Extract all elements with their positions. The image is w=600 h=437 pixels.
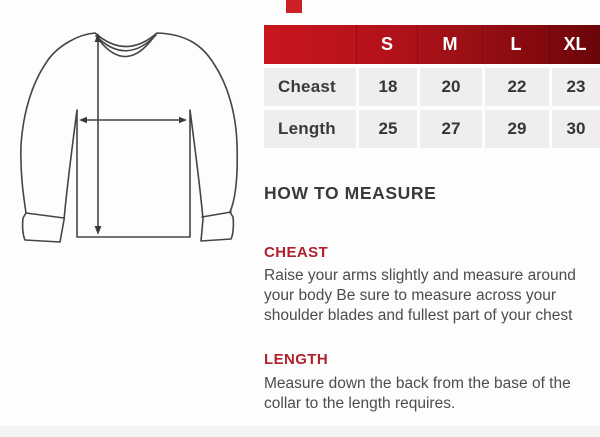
how-to-measure-title: HOW TO MEASURE bbox=[264, 183, 437, 203]
length-section-body: Measure down the back from the base of t… bbox=[264, 375, 571, 412]
cheast-value-s: 18 bbox=[356, 68, 417, 106]
top-red-tab bbox=[286, 0, 302, 13]
cheast-value-xl: 23 bbox=[549, 68, 600, 106]
chest-arrowhead-right bbox=[179, 116, 187, 124]
size-column-m: M bbox=[417, 25, 482, 64]
shirt-body-outline bbox=[20, 32, 239, 243]
left-cuff-line bbox=[25, 212, 65, 219]
size-column-l: L bbox=[482, 25, 549, 64]
collar-band-arc-inner bbox=[98, 37, 154, 58]
cheast-section-body: Raise your arms slightly and measure aro… bbox=[264, 267, 576, 324]
table-row-cheast: Cheast 18 20 22 23 bbox=[264, 68, 600, 106]
shirt-outline-drawing bbox=[20, 32, 239, 243]
length-value-l: 29 bbox=[482, 110, 549, 148]
cheast-value-m: 20 bbox=[417, 68, 482, 106]
right-cuff-line bbox=[201, 211, 232, 218]
length-arrowhead-top bbox=[94, 33, 102, 42]
bottom-edge-strip bbox=[0, 426, 600, 437]
row-label-cheast: Cheast bbox=[264, 68, 356, 106]
size-column-s: S bbox=[356, 25, 417, 64]
length-value-xl: 30 bbox=[549, 110, 600, 148]
size-table-header-row: S M L XL bbox=[264, 25, 600, 64]
size-table-corner-cell bbox=[264, 25, 356, 64]
chest-arrowhead-left bbox=[79, 116, 87, 124]
size-table: S M L XL Cheast 18 20 22 23 Length 25 27… bbox=[264, 25, 600, 148]
size-column-xl: XL bbox=[549, 25, 600, 64]
cheast-value-l: 22 bbox=[482, 68, 549, 106]
shirt-measurement-diagram bbox=[0, 0, 260, 270]
length-value-s: 25 bbox=[356, 110, 417, 148]
length-section-heading: LENGTH bbox=[264, 351, 329, 368]
length-value-m: 27 bbox=[417, 110, 482, 148]
row-label-length: Length bbox=[264, 110, 356, 148]
length-arrowhead-bottom bbox=[94, 226, 102, 235]
table-row-length: Length 25 27 29 30 bbox=[264, 110, 600, 148]
cheast-section-heading: CHEAST bbox=[264, 244, 329, 261]
